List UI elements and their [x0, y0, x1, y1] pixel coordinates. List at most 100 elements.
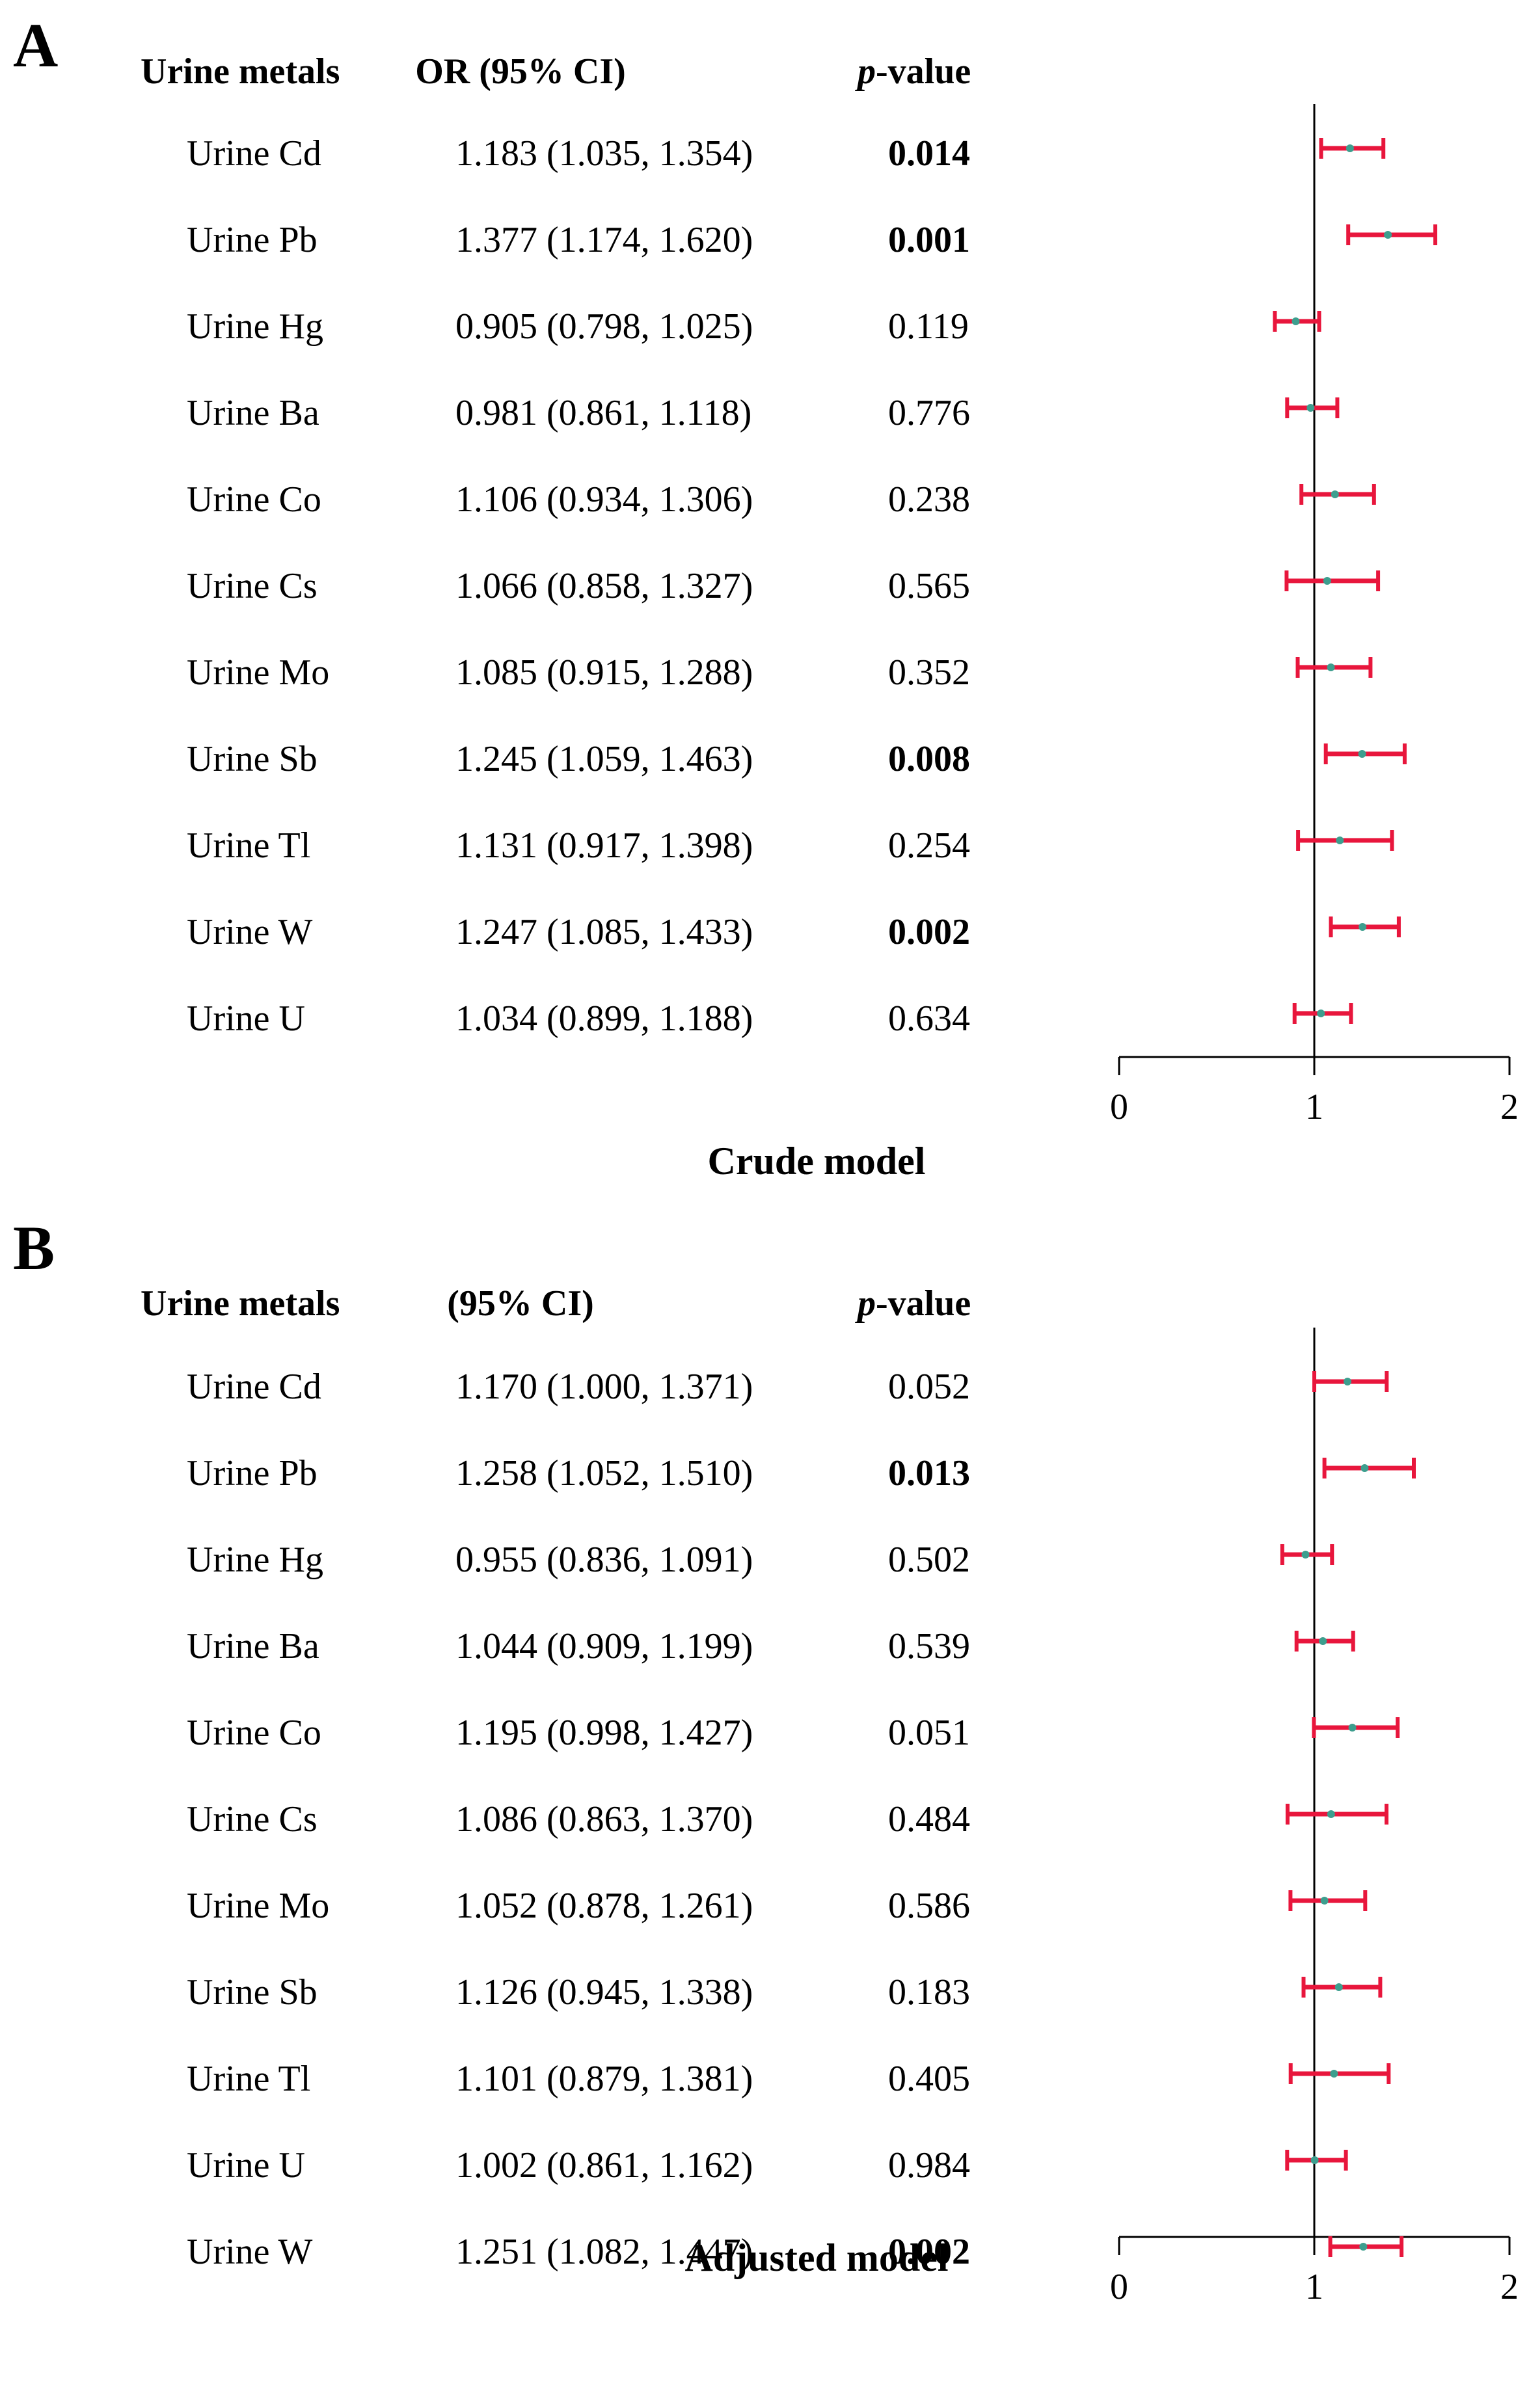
or-ci-value: 1.377 (1.174, 1.620): [455, 220, 753, 260]
or-point: [1346, 144, 1354, 152]
header-p-suffix: -value: [876, 51, 971, 92]
forest-plot: 0 1 2: [1110, 104, 1519, 1127]
header-or-ci: OR (95% CI): [415, 51, 626, 92]
or-ci-value: 1.066 (0.858, 1.327): [455, 566, 753, 606]
or-point: [1323, 577, 1331, 585]
p-value: 0.539: [888, 1626, 970, 1666]
or-point: [1348, 1724, 1357, 1732]
or-ci-value: 0.905 (0.798, 1.025): [455, 306, 753, 347]
p-value: 0.352: [888, 652, 970, 693]
p-value: 0.405: [888, 2059, 970, 2099]
metal-label: Urine W: [187, 912, 313, 952]
metal-label: Urine Hg: [187, 1540, 323, 1580]
or-ci-value: 1.002 (0.861, 1.162): [455, 2145, 753, 2186]
metal-label: Urine Tl: [187, 825, 311, 866]
p-value: 0.586: [888, 1886, 970, 1926]
panel-letter: B: [13, 1213, 55, 1283]
or-point: [1360, 1464, 1369, 1472]
metal-label: Urine Cs: [187, 566, 318, 606]
p-value: 0.008: [888, 739, 970, 779]
or-point: [1384, 231, 1392, 239]
or-ci-value: 1.195 (0.998, 1.427): [455, 1713, 753, 1753]
metal-label: Urine Cd: [187, 133, 321, 174]
header-p-suffix: -value: [876, 1283, 971, 1324]
or-point: [1359, 2243, 1368, 2251]
p-value: 0.984: [888, 2145, 970, 2186]
metal-label: Urine Ba: [187, 393, 319, 433]
or-ci-value: 1.251 (1.082, 1.447): [455, 2232, 753, 2272]
or-ci-value: 1.245 (1.059, 1.463): [455, 739, 753, 779]
or-point: [1310, 2156, 1319, 2164]
p-value: 0.183: [888, 1972, 970, 2013]
or-ci-value: 1.086 (0.863, 1.370): [455, 1799, 753, 1839]
or-point: [1317, 1010, 1325, 1017]
p-value: 0.119: [888, 306, 969, 347]
or-point: [1358, 750, 1366, 758]
p-value: 0.254: [888, 825, 970, 866]
metal-label: Urine Ba: [187, 1626, 319, 1666]
or-point: [1330, 2070, 1338, 2078]
model-title: Crude model: [707, 1140, 926, 1183]
metal-label: Urine U: [187, 2145, 305, 2186]
x-tick-label: 2: [1500, 2267, 1519, 2307]
panel-b: B Urine metals (95% CI) p-value 0 1 2 Adju…: [0, 1204, 1529, 2408]
or-ci-value: 1.131 (0.917, 1.398): [455, 825, 753, 866]
header-urine-metals: Urine metals: [141, 1283, 340, 1324]
header-p-italic: p: [858, 1283, 876, 1324]
or-point: [1336, 836, 1344, 844]
or-ci-value: 0.955 (0.836, 1.091): [455, 1540, 753, 1580]
metal-label: Urine Cs: [187, 1799, 318, 1839]
or-point: [1327, 1810, 1335, 1818]
metal-label: Urine Sb: [187, 1972, 318, 2013]
or-ci-value: 1.044 (0.909, 1.199): [455, 1626, 753, 1666]
p-value: 0.051: [888, 1713, 970, 1753]
metal-label: Urine U: [187, 998, 305, 1039]
p-value: 0.013: [888, 1453, 970, 1493]
or-ci-value: 1.258 (1.052, 1.510): [455, 1453, 753, 1493]
metal-label: Urine W: [187, 2232, 313, 2272]
or-point: [1359, 923, 1367, 931]
or-ci-value: 1.101 (0.879, 1.381): [455, 2059, 753, 2099]
p-value: 0.001: [888, 220, 970, 260]
metal-label: Urine Mo: [187, 652, 330, 693]
or-ci-value: 1.085 (0.915, 1.288): [455, 652, 753, 693]
model-title: Adjusted model: [684, 2236, 949, 2279]
x-tick-label: 0: [1110, 2267, 1128, 2307]
p-value: 0.565: [888, 566, 970, 606]
metal-label: Urine Pb: [187, 220, 318, 260]
or-ci-value: 1.052 (0.878, 1.261): [455, 1886, 753, 1926]
x-tick-label: 2: [1500, 1087, 1519, 1127]
p-value: 0.776: [888, 393, 970, 433]
or-ci-value: 1.034 (0.899, 1.188): [455, 998, 753, 1039]
panel-letter: A: [13, 10, 59, 80]
header-p-value: p-value: [858, 53, 971, 90]
metal-label: Urine Cd: [187, 1367, 321, 1407]
header-p-italic: p: [858, 51, 876, 92]
panel-a: A Urine metals OR (95% CI) p-value 0 1 2 C…: [13, 10, 1519, 1183]
p-value: 0.484: [888, 1799, 970, 1839]
header-or-ci: (95% CI): [447, 1283, 594, 1324]
or-point: [1331, 490, 1339, 498]
header-urine-metals: Urine metals: [141, 51, 340, 92]
metal-label: Urine Hg: [187, 306, 323, 347]
or-point: [1344, 1378, 1351, 1385]
or-ci-value: 1.170 (1.000, 1.371): [455, 1367, 753, 1407]
p-value: 0.002: [888, 912, 970, 952]
or-point: [1319, 1637, 1327, 1645]
metal-label: Urine Co: [187, 479, 321, 520]
x-tick-label: 0: [1110, 1087, 1128, 1127]
or-point: [1334, 1983, 1343, 1991]
p-value: 0.014: [888, 133, 970, 174]
metal-label: Urine Sb: [187, 739, 318, 779]
or-ci-value: 1.106 (0.934, 1.306): [455, 479, 753, 520]
or-ci-value: 1.126 (0.945, 1.338): [455, 1972, 753, 2013]
or-point: [1327, 663, 1335, 671]
or-point: [1292, 317, 1300, 325]
or-ci-value: 1.247 (1.085, 1.433): [455, 912, 753, 952]
metal-label: Urine Pb: [187, 1453, 318, 1493]
or-point: [1301, 1551, 1310, 1559]
p-value: 0.238: [888, 479, 970, 520]
metal-label: Urine Co: [187, 1713, 321, 1753]
or-ci-value: 1.183 (1.035, 1.354): [455, 133, 753, 174]
or-point: [1306, 404, 1315, 412]
